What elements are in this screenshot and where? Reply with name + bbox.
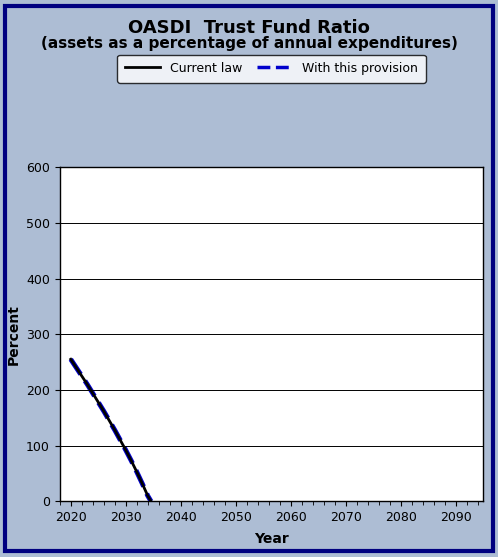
X-axis label: Year: Year: [254, 532, 289, 546]
Text: OASDI  Trust Fund Ratio: OASDI Trust Fund Ratio: [128, 19, 370, 37]
Y-axis label: Percent: Percent: [6, 304, 20, 365]
Legend: Current law, With this provision: Current law, With this provision: [118, 55, 425, 82]
Text: (assets as a percentage of annual expenditures): (assets as a percentage of annual expend…: [40, 36, 458, 51]
